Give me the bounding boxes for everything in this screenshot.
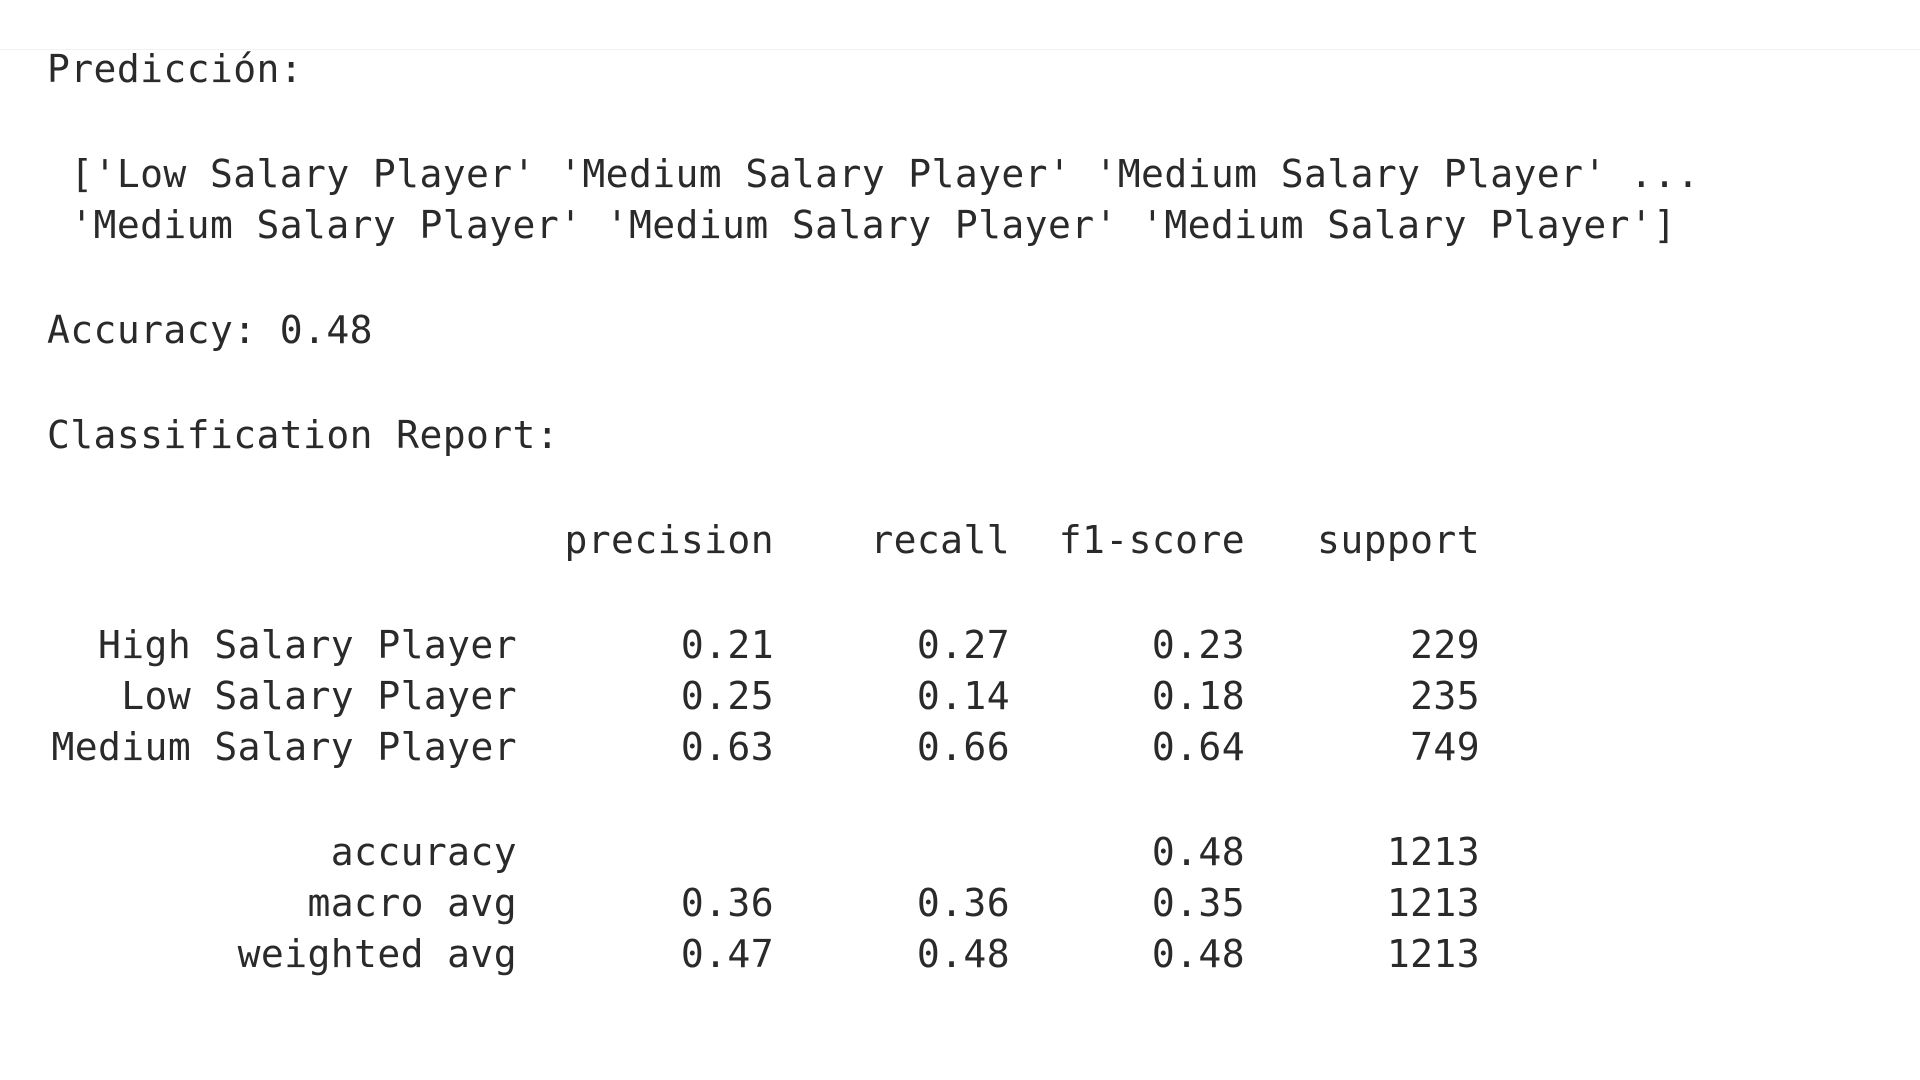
row-label: Medium Salary Player xyxy=(51,725,517,769)
cell-top-border xyxy=(0,49,1920,50)
blank-line xyxy=(47,461,1847,515)
header-support: support xyxy=(1317,518,1480,562)
table-row: Medium Salary Player 0.63 0.66 0.64 749 xyxy=(47,722,1847,773)
cell-precision: 0.63 xyxy=(680,725,774,769)
header-f1-score: f1-score xyxy=(1058,518,1245,562)
accuracy-line: Accuracy: 0.48 xyxy=(47,308,373,352)
cell-support: 1213 xyxy=(1386,881,1480,925)
blank-line xyxy=(47,773,1847,827)
prediction-label: Predicción: xyxy=(47,47,304,91)
cell-recall: 0.66 xyxy=(916,725,1010,769)
table-row: Low Salary Player 0.25 0.14 0.18 235 xyxy=(47,671,1847,722)
cell-recall: 0.36 xyxy=(916,881,1010,925)
prediction-array-line-2: 'Medium Salary Player' 'Medium Salary Pl… xyxy=(47,203,1677,247)
notebook-output-cell: Predicción: ['Low Salary Player' 'Medium… xyxy=(47,44,1847,980)
row-label: weighted avg xyxy=(237,932,517,976)
blank-line xyxy=(47,566,1847,620)
cell-support: 1213 xyxy=(1386,830,1480,874)
blank-line xyxy=(47,356,1847,410)
report-title: Classification Report: xyxy=(47,413,560,457)
cell-precision: 0.25 xyxy=(680,674,774,718)
cell-precision: 0.21 xyxy=(680,623,774,667)
row-label: High Salary Player xyxy=(97,623,517,667)
cell-support: 229 xyxy=(1410,623,1480,667)
header-recall: recall xyxy=(870,518,1010,562)
cell-f1-score: 0.48 xyxy=(1151,830,1245,874)
table-row: macro avg 0.36 0.36 0.35 1213 xyxy=(47,878,1847,929)
blank-line xyxy=(47,95,1847,149)
table-row: accuracy 0.48 1213 xyxy=(47,827,1847,878)
classification-report: precision recall f1-score support High S… xyxy=(47,515,1847,980)
cell-recall: 0.48 xyxy=(916,932,1010,976)
report-header-row: precision recall f1-score support xyxy=(47,515,1847,566)
cell-precision: 0.47 xyxy=(680,932,774,976)
prediction-array-line-1: ['Low Salary Player' 'Medium Salary Play… xyxy=(47,152,1700,196)
cell-f1-score: 0.48 xyxy=(1151,932,1245,976)
cell-f1-score: 0.18 xyxy=(1151,674,1245,718)
cell-support: 1213 xyxy=(1386,932,1480,976)
cell-f1-score: 0.35 xyxy=(1151,881,1245,925)
cell-recall xyxy=(774,827,1010,878)
cell-precision xyxy=(517,827,774,878)
row-label: macro avg xyxy=(307,881,517,925)
header-empty xyxy=(47,515,517,566)
table-row: High Salary Player 0.21 0.27 0.23 229 xyxy=(47,620,1847,671)
cell-recall: 0.27 xyxy=(916,623,1010,667)
cell-support: 235 xyxy=(1410,674,1480,718)
cell-f1-score: 0.23 xyxy=(1151,623,1245,667)
cell-recall: 0.14 xyxy=(916,674,1010,718)
table-row: weighted avg 0.47 0.48 0.48 1213 xyxy=(47,929,1847,980)
cell-precision: 0.36 xyxy=(680,881,774,925)
row-label: accuracy xyxy=(330,830,517,874)
blank-line xyxy=(47,251,1847,305)
cell-support: 749 xyxy=(1410,725,1480,769)
header-precision: precision xyxy=(564,518,774,562)
cell-f1-score: 0.64 xyxy=(1151,725,1245,769)
row-label: Low Salary Player xyxy=(121,674,517,718)
